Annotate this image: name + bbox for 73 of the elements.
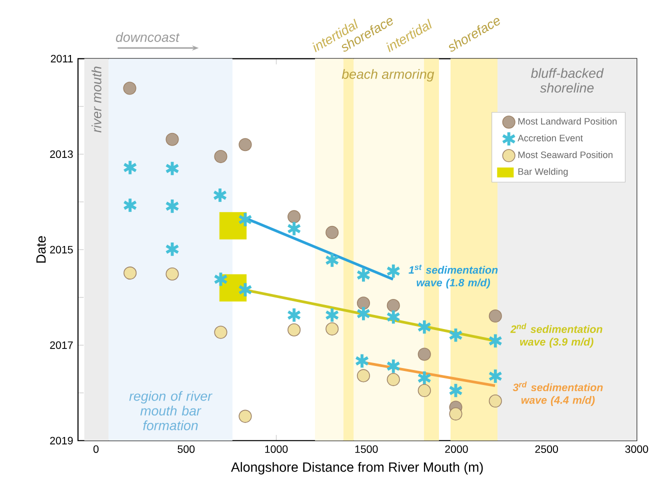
x-tick-label: 500 [178,445,195,453]
x-tick-label: 2000 [445,445,468,453]
y-tick-label: 2013 [50,150,73,158]
point [418,384,431,398]
point [213,271,228,288]
point [354,352,370,370]
point [166,132,179,146]
point [122,159,138,176]
series-label: 1$^{st}$ sedimentation wave (1.8 m/d) [408,264,498,289]
band-label: river mouth [92,66,102,132]
point [386,298,400,312]
x-axis-title: Alongshore Distance from River Mouth (m) [231,462,483,474]
point [219,212,247,240]
y-axis-title: Date [36,236,46,263]
point [123,82,136,95]
point [165,198,180,214]
point [288,210,301,224]
point [214,150,228,164]
y-tick-label: 2015 [50,246,73,254]
point [238,282,252,298]
point [448,326,463,344]
point [417,318,432,336]
legend-label: Most Landward Position [518,118,617,125]
point [212,187,228,204]
band-label: bluff-backed shoreline [530,68,604,93]
series-label: 2$^{nd}$ sedimentation wave (3.9 m/d) [510,323,602,348]
point [449,407,462,420]
point [488,332,503,349]
point [326,322,339,336]
band-label: region of river mouth bar formation [129,391,212,430]
point [286,306,302,324]
point [288,323,301,336]
point [326,226,339,239]
point [124,266,137,280]
point [356,369,370,382]
point [238,211,252,228]
point [488,368,503,384]
point [324,306,340,324]
point [165,160,180,177]
legend-label: Accretion Event [518,134,583,142]
point [488,394,502,408]
point [238,410,252,423]
x-tick-label: 0 [93,445,99,453]
point [214,326,228,339]
point [356,306,371,322]
point [448,382,463,399]
point [418,348,431,361]
series-label: 3$^{rd}$ sedimentation wave (4.4 m/d) [512,382,603,406]
x-tick-label: 2500 [535,445,558,453]
x-tick-label: 1500 [355,445,378,453]
point [488,309,502,323]
point [356,266,371,284]
x-tick-label: 1000 [265,445,288,453]
point [286,220,302,237]
y-tick-label: 2017 [50,341,73,349]
point [165,241,180,258]
point [324,252,340,268]
point [122,197,138,214]
annotation: beach armoring [342,69,434,82]
y-tick-label: 2011 [50,54,73,62]
y-tick-label: 2019 [50,436,73,444]
point [386,358,401,374]
point [386,372,400,386]
point [356,296,370,310]
point [386,308,401,326]
x-tick-label: 3000 [625,445,648,453]
point [238,138,252,152]
legend-label: Bar Welding [518,168,568,177]
point [417,370,432,386]
text: downcoast [116,32,180,42]
point [386,263,401,280]
point [166,267,179,281]
legend-label: Most Seaward Position [518,151,612,158]
